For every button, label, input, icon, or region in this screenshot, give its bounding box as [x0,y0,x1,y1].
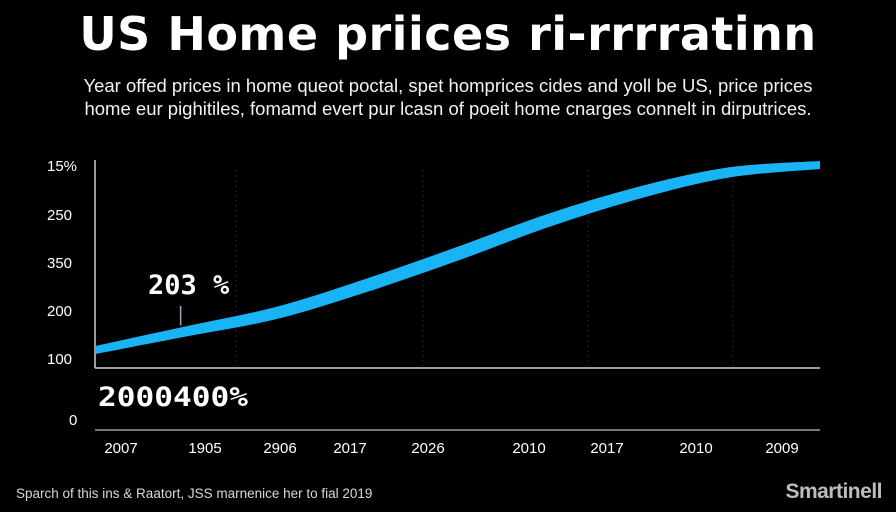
series-line-band [95,161,820,354]
y-tick-label: 200 [47,303,72,320]
y-tick-label: 350 [47,255,72,272]
y-tick-labels: 15% 250 350 200 100 0 [47,158,77,429]
x-tick-label: 2026 [411,440,444,457]
x-tick-label: 2017 [333,440,366,457]
y-tick-label: 0 [69,412,77,429]
annotation-label-2: 2000400% [98,382,249,413]
y-tick-label: 100 [47,351,72,368]
x-tick-label: 2010 [512,440,545,457]
y-tick-label: 250 [47,207,72,224]
x-tick-label: 2906 [263,440,296,457]
annotation-label-1: 203 % [148,270,230,301]
x-tick-label: 2010 [679,440,712,457]
grid-lines [235,170,734,366]
x-tick-label: 2017 [590,440,623,457]
watermark-logo: Smartinell [785,480,882,503]
x-tick-label: 1905 [188,440,221,457]
source-note: Sparch of this ins & Raatort, JSS marnen… [16,486,373,501]
subtitle-line-2: home eur pighitiles, fomamd evert pur lc… [84,98,812,119]
x-tick-labels: 2007 1905 2906 2017 2026 2010 2017 2010 2009 [104,440,798,457]
subtitle-line-1: Year offed prices in home queot poctal, … [83,75,813,96]
x-tick-label: 2009 [765,440,798,457]
y-tick-label: 15% [47,158,77,175]
chart-subtitle: Year offed prices in home queot poctal, … [0,74,896,120]
x-tick-label: 2007 [104,440,137,457]
chart-title: US Home priices ri-rrrratinn [79,7,817,61]
